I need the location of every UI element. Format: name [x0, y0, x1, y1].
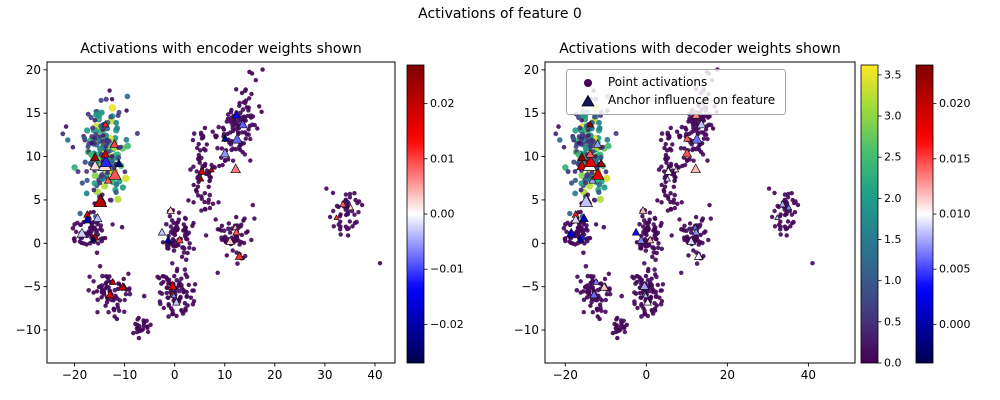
x-tick-label: 40: [801, 368, 816, 382]
y-tick-label: 15: [524, 106, 539, 120]
point-marker-icon: [584, 78, 592, 87]
legend: Point activations Anchor influence on fe…: [566, 69, 787, 115]
axes-ticks: −20 0 20 40 −10 −5 0 5 10 15 20: [514, 63, 816, 382]
y-tick-label: 5: [531, 193, 539, 207]
colorbar-tick-label: 1.0: [884, 274, 902, 287]
y-tick-label: 0: [531, 236, 539, 250]
y-tick-label: −5: [23, 280, 41, 294]
x-tick-label: −20: [553, 368, 578, 382]
axes-ticks: −20 −10 0 10 20 30 40 −10 −5 0 5 10 15 20: [16, 63, 383, 382]
colorbar-tick-label: 0.010: [939, 208, 971, 221]
colorbar-tick-label: 0.0: [884, 357, 902, 370]
x-tick-label: 30: [317, 368, 332, 382]
colorbar-tick-label: −0.01: [430, 263, 464, 276]
colorbar-tick-label: 0.015: [939, 152, 971, 165]
y-tick-label: 15: [26, 106, 41, 120]
axes-frame: [544, 61, 856, 364]
y-tick-label: 10: [524, 150, 539, 164]
colorbar-tick-label: 0.01: [430, 152, 455, 165]
figure-title: Activations of feature 0: [418, 6, 582, 22]
colorbar-tick-label: 0.02: [430, 97, 455, 110]
legend-label-anchors: Anchor influence on feature: [608, 93, 776, 107]
anchor-triangles-encoder: [76, 110, 355, 306]
x-tick-label: 20: [720, 368, 735, 382]
colorbar-tick-label: 0.5: [884, 315, 902, 328]
scatter-points-encoder: [60, 67, 383, 341]
legend-label-points: Point activations: [608, 75, 708, 89]
y-tick-label: −10: [16, 323, 41, 337]
x-tick-label: 0: [171, 368, 179, 382]
colorbar-tick-label: 0.000: [939, 318, 971, 331]
y-tick-label: 10: [26, 150, 41, 164]
x-tick-label: 10: [217, 368, 232, 382]
colorbar-tick-label: 2.0: [884, 192, 902, 205]
colorbar-tick-label: 0.00: [430, 208, 455, 221]
colorbar-tick-label: −0.02: [430, 318, 464, 331]
x-tick-label: 0: [642, 368, 650, 382]
x-tick-label: 40: [367, 368, 382, 382]
activation-colorbar: 0.0 0.5 1.0 1.5 2.0 2.5 3.0 3.5: [860, 64, 902, 370]
legend-item-anchors: Anchor influence on feature: [575, 93, 775, 108]
anchor-marker-icon: [581, 94, 595, 106]
y-tick-label: −10: [514, 323, 539, 337]
axes-frame: [46, 61, 396, 364]
y-tick-label: 20: [26, 63, 41, 77]
legend-item-points: Point activations: [575, 75, 775, 90]
subplot-title-decoder: Activations with decoder weights shown: [559, 41, 841, 57]
colorbar-tick-label: 3.5: [884, 68, 902, 81]
x-tick-label: −20: [62, 368, 87, 382]
colorbar-tick-label: 0.020: [939, 97, 971, 110]
y-tick-label: −5: [521, 280, 539, 294]
colorbar-tick-label: 3.0: [884, 110, 902, 123]
decoder-weight-colorbar: 0.000 0.005 0.010 0.015 0.020: [915, 64, 971, 364]
y-tick-label: 5: [33, 193, 41, 207]
x-tick-label: 20: [267, 368, 282, 382]
y-tick-label: 0: [33, 236, 41, 250]
colorbar-tick-label: 0.005: [939, 263, 971, 276]
colorbar-tick-label: 2.5: [884, 151, 902, 164]
x-tick-label: −10: [112, 368, 137, 382]
anchor-triangles-decoder: [565, 110, 793, 306]
colorbar-tick-label: 1.5: [884, 233, 902, 246]
encoder-weight-colorbar: −0.02 −0.01 0.00 0.01 0.02: [406, 64, 464, 364]
subplot-title-encoder: Activations with encoder weights shown: [80, 41, 362, 57]
y-tick-label: 20: [524, 63, 539, 77]
